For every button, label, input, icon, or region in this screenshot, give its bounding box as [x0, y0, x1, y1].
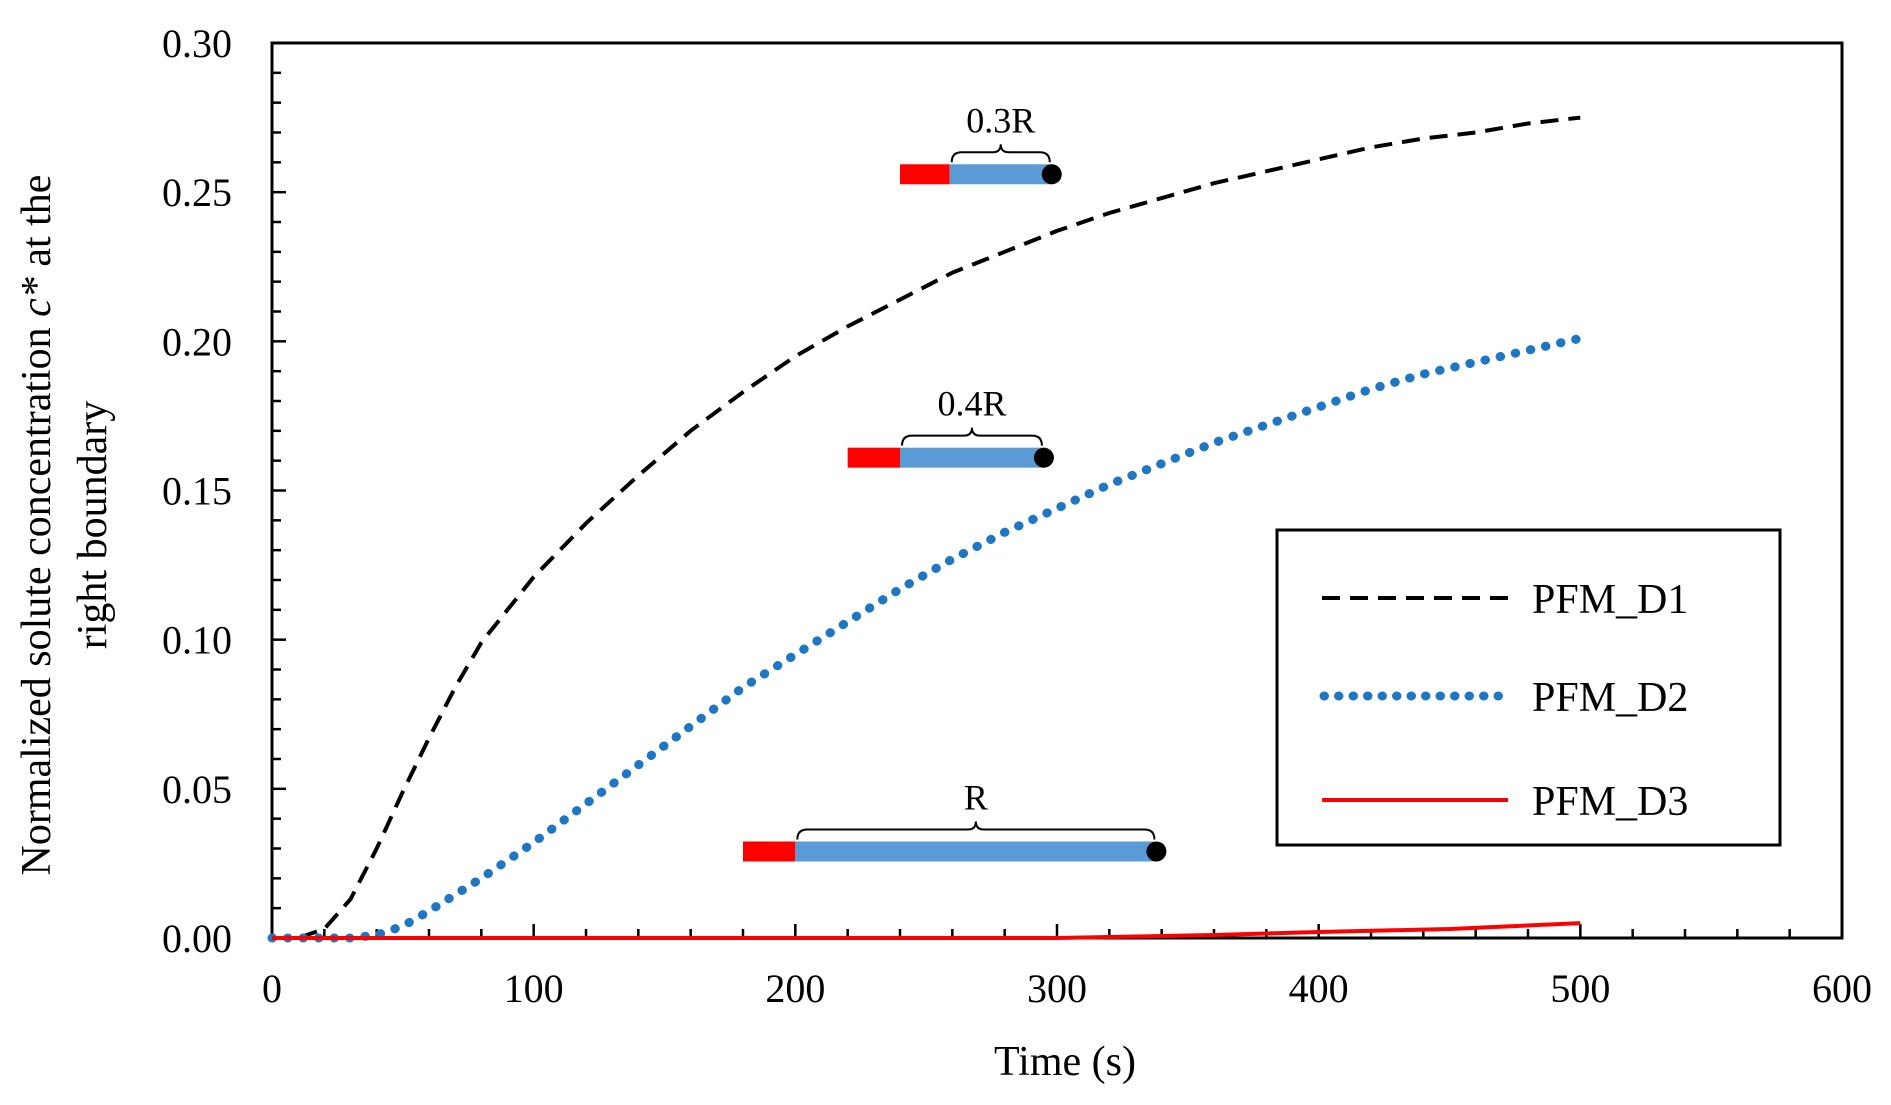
y-axis-title-line1: Normalized solute concentration c* at th… — [14, 175, 60, 876]
length-label: 0.4R — [937, 384, 1006, 424]
y-tick-label: 0.05 — [162, 767, 232, 812]
y-tick-label: 0.30 — [162, 21, 232, 66]
length-brace — [950, 144, 1051, 163]
x-axis-title: Time (s) — [994, 1039, 1136, 1085]
series-pfm-d3 — [272, 921, 1581, 940]
series-pfm-d1 — [272, 115, 1581, 940]
x-tick-label: 0 — [262, 966, 282, 1011]
diffusion-region-bar — [900, 447, 1044, 468]
axis-ticks: 0 100 200 300 400 500 600 0.00 0.05 0.10 0.15 0.20 0… — [162, 21, 1872, 1011]
x-tick-label: 600 — [1812, 966, 1872, 1011]
legend-label-pfm-d3: PFM_D3 — [1532, 779, 1688, 825]
y-axis-title-line2: right boundary — [70, 401, 116, 649]
diffusion-region-bar — [949, 164, 1052, 185]
legend-box — [1275, 528, 1782, 847]
length-label: R — [964, 777, 988, 817]
x-tick-label: 300 — [1027, 966, 1087, 1011]
right-boundary-point — [1033, 447, 1054, 468]
x-tick-label: 200 — [765, 966, 825, 1011]
length-label: 0.3R — [966, 100, 1035, 140]
fixed-region-bar — [900, 164, 950, 185]
fixed-region-bar — [847, 447, 900, 468]
domain-d2: 0.4R — [847, 384, 1054, 468]
y-tick-label: 0.20 — [162, 319, 232, 364]
legend: PFM_D1 PFM_D2 PFM_D3 — [1275, 528, 1782, 847]
domain-d1: 0.3R — [900, 100, 1062, 185]
x-tick-label: 500 — [1550, 966, 1610, 1011]
right-boundary-point — [1146, 841, 1167, 862]
schematic-annotations: 0.3R 0.4R R — [743, 100, 1167, 862]
y-tick-label: 0.00 — [162, 916, 232, 961]
domain-d3: R — [743, 777, 1167, 862]
y-tick-label: 0.15 — [162, 469, 232, 514]
diffusion-region-bar — [795, 841, 1157, 862]
length-brace — [796, 821, 1156, 840]
series-layer — [267, 115, 1585, 943]
length-brace — [901, 427, 1043, 446]
legend-label-pfm-d2: PFM_D2 — [1532, 675, 1688, 721]
y-axis-title: Normalized solute concentration c* at th… — [14, 175, 116, 876]
y-tick-label: 0.25 — [162, 170, 232, 215]
legend-label-pfm-d1: PFM_D1 — [1532, 577, 1688, 623]
x-tick-label: 100 — [504, 966, 564, 1011]
fixed-region-bar — [743, 841, 796, 862]
x-tick-label: 400 — [1289, 966, 1349, 1011]
y-tick-label: 0.10 — [162, 618, 232, 663]
right-boundary-point — [1041, 164, 1062, 185]
